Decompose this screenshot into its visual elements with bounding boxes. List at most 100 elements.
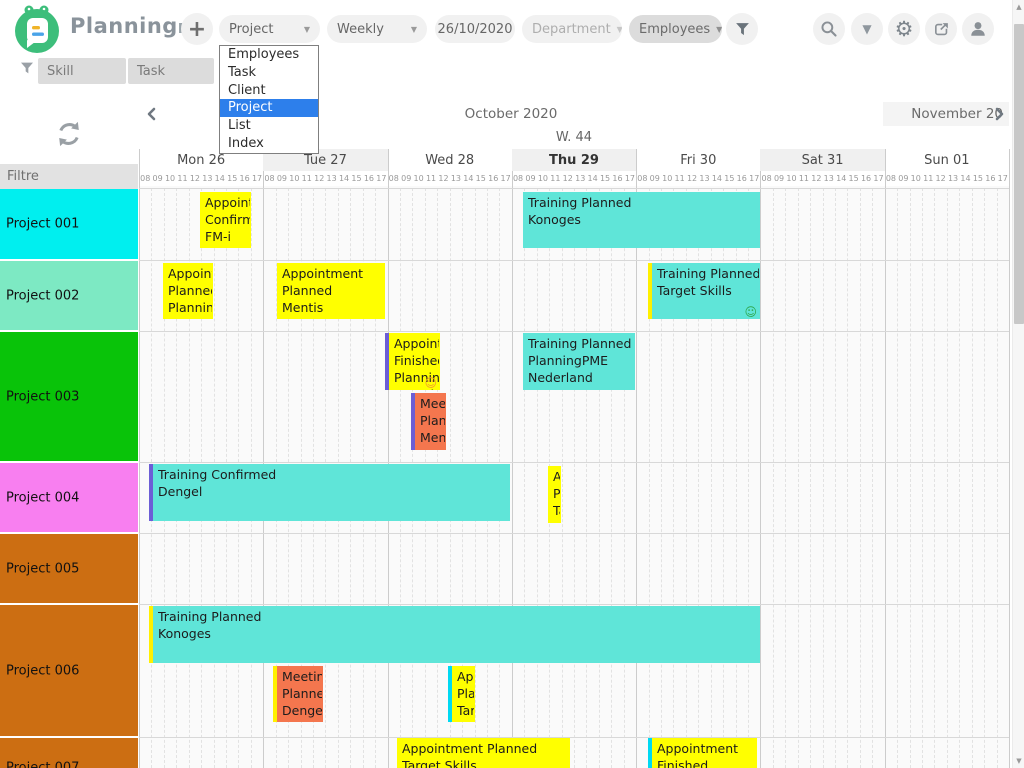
share-button[interactable] bbox=[925, 13, 957, 45]
dropdown-option-project[interactable]: Project bbox=[220, 99, 318, 118]
hour-label: 16 bbox=[736, 174, 747, 183]
row-separator-line bbox=[139, 188, 1009, 189]
view-select[interactable]: Project ▼ bbox=[219, 15, 320, 43]
refresh-button[interactable] bbox=[55, 120, 83, 148]
hour-label: 09 bbox=[525, 174, 536, 183]
vertical-scrollbar[interactable]: ▲ ▼ bbox=[1012, 0, 1024, 768]
hour-label: 08 bbox=[512, 174, 524, 183]
project-row-label: Project 001 bbox=[6, 216, 80, 232]
day-boundary-line bbox=[511, 149, 513, 768]
day-header-sat-31[interactable]: Sat 31 bbox=[760, 149, 885, 171]
project-row-label: Project 003 bbox=[6, 389, 80, 404]
event-training-planned[interactable]: Training Planned Konoges bbox=[149, 606, 760, 663]
sidebar-row-project-005[interactable]: Project 005 bbox=[0, 534, 138, 603]
hour-label: 12 bbox=[935, 174, 946, 183]
day-header-mon-26[interactable]: Mon 26 bbox=[177, 152, 226, 168]
sidebar-row-project-006[interactable]: Project 006 bbox=[0, 605, 138, 736]
day-header-fri-30[interactable]: Fri 30 bbox=[680, 152, 717, 168]
hour-label: 17 bbox=[376, 174, 387, 183]
hour-label: 09 bbox=[152, 174, 163, 183]
add-button[interactable]: + bbox=[181, 13, 213, 45]
project-row-label: Project 004 bbox=[6, 490, 80, 505]
day-header-tue-27[interactable]: Tue 27 bbox=[263, 149, 388, 171]
event-appointment-planned[interactable]: Appointment Planned Target Skills bbox=[397, 738, 570, 768]
event-training-planned[interactable]: Training Planned PlanningPME Nederland bbox=[523, 333, 635, 390]
export-icon bbox=[934, 22, 948, 35]
user-icon bbox=[971, 22, 985, 36]
event-appointment[interactable]: AppointmentConfirmedFM-i bbox=[200, 192, 251, 248]
next-week-button[interactable] bbox=[992, 106, 1006, 122]
day-boundary-line bbox=[387, 149, 389, 768]
event-appointment[interactable]: Appointment Planned Mentis bbox=[277, 263, 385, 319]
filter-button[interactable] bbox=[726, 13, 758, 45]
task-filter-field[interactable]: Task bbox=[128, 58, 214, 84]
hour-label: 08 bbox=[637, 174, 648, 183]
scroll-up-icon[interactable]: ▲ bbox=[1016, 3, 1022, 11]
sidebar-row-project-003[interactable]: Project 003 bbox=[0, 332, 138, 461]
hour-label: 09 bbox=[898, 174, 909, 183]
dropdown-option-client[interactable]: Client bbox=[228, 82, 266, 98]
event-meeting[interactable]: MeetingPlannedMentis bbox=[411, 393, 446, 450]
row-separator-line bbox=[139, 533, 1009, 534]
event-training-planned[interactable]: Training Planned Konoges bbox=[523, 192, 760, 248]
sidebar-row-project-004[interactable]: Project 004 bbox=[0, 463, 138, 532]
hour-gridline bbox=[996, 188, 998, 768]
filter-strip: Skill Task bbox=[0, 57, 1024, 85]
month-header: October 2020 November 20 bbox=[139, 102, 1009, 126]
hour-gridline bbox=[524, 188, 526, 768]
event-appointment[interactable]: AppointmentPlannedPlanningPMECanada bbox=[163, 263, 213, 319]
day-header-thu-29[interactable]: Thu 29 bbox=[511, 149, 637, 171]
day-header-wed-28[interactable]: Wed 28 bbox=[425, 152, 475, 168]
hour-gridline bbox=[797, 188, 799, 768]
employees-select[interactable]: Employees ▼ bbox=[629, 15, 722, 43]
sidebar-filter-header[interactable]: Filtre bbox=[0, 164, 138, 189]
event-text: AppointmentPlannedPlanningPMECanada bbox=[168, 266, 212, 319]
event-status-stripe bbox=[411, 393, 415, 450]
hour-gridline bbox=[897, 188, 899, 768]
event-meeting[interactable]: MeetingPlannedDengel bbox=[273, 666, 323, 722]
skill-filter-field[interactable]: Skill bbox=[38, 58, 126, 84]
event-status-stripe bbox=[385, 333, 389, 390]
hour-gridline bbox=[785, 188, 787, 768]
event-training-planned[interactable]: Training Planned Target Skills ☺ bbox=[648, 263, 760, 319]
day-header-sun-01[interactable]: Sun 01 bbox=[924, 152, 970, 168]
sidebar-row-project-007[interactable]: Project 007 bbox=[0, 738, 138, 768]
dropdown-option-index[interactable]: Index bbox=[228, 135, 264, 151]
event-text: MeetingPlannedDengel bbox=[282, 669, 322, 718]
dropdown-option-list[interactable]: List bbox=[228, 118, 251, 134]
period-select[interactable]: Weekly ▼ bbox=[327, 15, 427, 43]
dropdown-option-task[interactable]: Task bbox=[228, 64, 257, 80]
dropdown-arrow-button[interactable]: ▼ bbox=[851, 13, 883, 45]
dropdown-option-employees[interactable]: Employees bbox=[228, 47, 300, 62]
hour-label: 16 bbox=[363, 174, 374, 183]
date-field[interactable]: 26/10/2020 bbox=[435, 15, 515, 43]
hour-label: 11 bbox=[550, 174, 561, 183]
funnel-icon bbox=[735, 22, 749, 35]
smiley-orange-icon: ☺ bbox=[424, 376, 437, 390]
scrollbar-thumb[interactable] bbox=[1014, 24, 1024, 324]
hour-gridline bbox=[685, 188, 687, 768]
sidebar-row-project-002[interactable]: Project 002 bbox=[0, 261, 138, 330]
hour-label: 10 bbox=[786, 174, 797, 183]
search-button[interactable] bbox=[813, 13, 845, 45]
prev-week-button[interactable] bbox=[145, 106, 159, 122]
event-training-confirmed[interactable]: Training Confirmed Dengel bbox=[149, 464, 510, 521]
event-appointment[interactable]: AppointmentFinishedPlanningPMECanada☺ bbox=[385, 333, 440, 390]
hour-gridline bbox=[971, 188, 973, 768]
user-account-button[interactable] bbox=[962, 13, 994, 45]
sidebar-row-project-001[interactable]: Project 001 bbox=[0, 189, 138, 259]
hour-gridline bbox=[623, 188, 625, 768]
hour-label: 11 bbox=[425, 174, 437, 183]
project-row-label: Project 006 bbox=[6, 663, 80, 678]
event-status-stripe bbox=[273, 666, 277, 722]
event-appointment[interactable]: Appointment Finished bbox=[648, 738, 757, 768]
hour-label: 16 bbox=[239, 174, 250, 183]
scroll-down-icon[interactable]: ▼ bbox=[1016, 757, 1022, 765]
settings-button[interactable]: ⚙ bbox=[888, 13, 920, 45]
hour-gridline bbox=[959, 188, 961, 768]
hour-label: 13 bbox=[202, 174, 213, 183]
hour-gridline bbox=[673, 188, 675, 768]
